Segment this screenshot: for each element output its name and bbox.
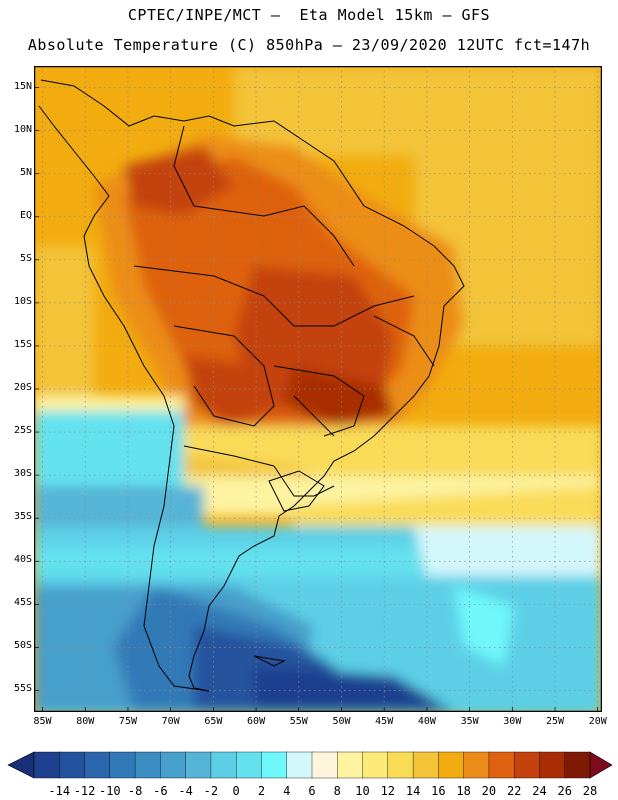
colorbar-swatch: [564, 751, 591, 779]
colorbar-tick-label: -4: [178, 784, 193, 798]
latitude-label: 35S: [13, 511, 32, 523]
colorbar-swatch: [286, 751, 313, 779]
colorbar-tick-label: 18: [456, 784, 471, 798]
colorbar-swatch: [412, 751, 440, 779]
latitude-label: 20S: [13, 382, 32, 393]
colorbar-tick-label: 0: [232, 784, 240, 798]
latitude-label: 5S: [19, 252, 32, 264]
latitude-label: 15N: [13, 80, 32, 92]
latitude-label: 50S: [13, 640, 32, 652]
colorbar-tick-label: 26: [557, 784, 572, 798]
longitude-label: 60W: [247, 716, 266, 727]
latitude-label: 10S: [13, 295, 32, 307]
colorbar-swatch: [261, 751, 288, 779]
latitude-label: 45S: [13, 597, 32, 609]
colorbar-swatch: [387, 751, 414, 779]
chart-title: CPTEC/INPE/MCT – Eta Model 15km – GFS: [127, 6, 491, 24]
longitude-label: 30W: [503, 716, 522, 727]
latitude-label: 5N: [19, 166, 32, 178]
longitude-label: 50W: [332, 716, 351, 727]
colorbar-swatch: [109, 751, 136, 779]
colorbar-tick-label: 16: [431, 784, 446, 798]
latitude-label: 15S: [13, 338, 32, 350]
colorbar-tick-label: -2: [203, 784, 219, 798]
map-panel: [34, 66, 602, 712]
colorbar-tick-label: -6: [153, 784, 168, 798]
latitude-label: 25S: [13, 425, 32, 437]
colorbar-tick-label: 28: [582, 784, 598, 798]
colorbar-tick-label: 6: [308, 784, 316, 798]
colorbar-swatch: [134, 751, 162, 779]
longitude-label: 40W: [417, 716, 436, 727]
colorbar-tick-label: 12: [380, 784, 396, 798]
colorbar-tick-label: 2: [257, 784, 266, 798]
colorbar-swatch: [513, 751, 541, 779]
colorbar-swatch: [337, 751, 364, 779]
temperature-map: [34, 66, 602, 712]
colorbar-high-arrow: [589, 751, 613, 779]
colorbar-swatch: [463, 751, 490, 779]
latitude-label: EQ: [19, 209, 32, 221]
longitude-label: 85W: [33, 716, 52, 727]
longitude-label: 65W: [204, 716, 223, 727]
colorbar-swatch: [235, 751, 263, 779]
longitude-label: 70W: [161, 716, 180, 727]
colorbar-tick-label: -14: [48, 784, 71, 798]
colorbar-tick-label: 22: [506, 784, 522, 798]
longitude-label: 75W: [118, 716, 137, 727]
longitude-label: 55W: [289, 716, 308, 727]
coastlines: [38, 79, 465, 692]
colorbar-tick-label: 20: [481, 784, 497, 798]
colorbar-swatch: [160, 751, 187, 779]
colorbar-tick-label: -8: [127, 784, 143, 798]
colorbar-swatch: [488, 751, 515, 779]
colorbar-swatch: [59, 751, 86, 779]
colorbar-swatch: [311, 751, 338, 779]
colorbar-swatch: [33, 751, 60, 779]
colorbar-swatch: [210, 751, 237, 779]
colorbar-tick-label: 4: [283, 784, 291, 798]
colorbar-tick-label: 10: [355, 784, 370, 798]
map-border: [34, 66, 602, 712]
longitude-label: 25W: [545, 716, 565, 727]
longitude-label: 80W: [76, 716, 95, 727]
longitude-label: 20W: [588, 716, 607, 727]
colorbar-swatch: [539, 751, 566, 779]
colorbar-swatch: [84, 751, 111, 779]
latitude-label: 40S: [13, 554, 32, 566]
colorbar-low-arrow: [7, 751, 35, 779]
colorbar-swatch: [362, 751, 389, 779]
colorbar-tick-label: 8: [333, 784, 341, 798]
colorbar-swatch: [438, 751, 465, 779]
longitude-label: 45W: [375, 716, 394, 727]
colorbar-swatch: [185, 751, 212, 779]
colorbar-tick-label: 14: [405, 784, 421, 798]
colorbar-tick-label: -10: [98, 784, 121, 798]
longitude-label: 35W: [460, 716, 479, 727]
colorbar-tick-label: -12: [73, 784, 96, 798]
latitude-label: 55S: [13, 683, 32, 695]
latitude-label: 10N: [13, 123, 32, 135]
colorbar-tick-label: 24: [532, 784, 547, 798]
chart-subtitle: Absolute Temperature (C) 850hPa – 23/09/…: [27, 36, 591, 54]
latitude-label: 30S: [13, 468, 32, 480]
colorbar: [7, 751, 613, 779]
